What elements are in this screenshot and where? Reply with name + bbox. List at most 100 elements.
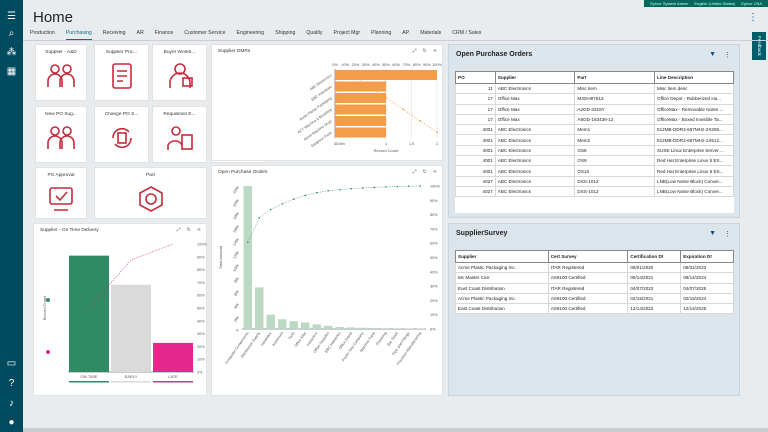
table-row[interactable]: East Coast Distribution ITAR Registered 04… bbox=[455, 282, 734, 294]
tab-purchasing[interactable]: Purchasing bbox=[65, 30, 92, 40]
share-icon[interactable]: ⋖ bbox=[432, 169, 437, 175]
expand-icon[interactable]: ⤢ bbox=[176, 227, 181, 233]
share-icon[interactable]: ⋖ bbox=[196, 227, 201, 233]
tab-production[interactable]: Production bbox=[30, 30, 55, 36]
tab-customer-service[interactable]: Customer Service bbox=[184, 30, 226, 36]
refresh-icon[interactable]: ↻ bbox=[422, 48, 427, 54]
column-header[interactable]: PO bbox=[455, 71, 496, 84]
y-tick-label: 80k bbox=[233, 276, 240, 283]
more-icon[interactable]: ⋮ bbox=[724, 231, 731, 238]
tab-project-mgr[interactable]: Project Mgr bbox=[333, 30, 361, 36]
help-icon[interactable]: ? bbox=[8, 378, 15, 389]
pareto-bar bbox=[347, 327, 356, 329]
user-avatar-icon[interactable]: ● bbox=[8, 417, 15, 428]
column-header[interactable]: Expiration Dt bbox=[680, 250, 734, 263]
table-row[interactable]: Acme Plastic Packaging Inc. AS9100 Certif… bbox=[455, 292, 734, 305]
tile-requisition-e[interactable]: Requisition E... bbox=[152, 106, 207, 163]
table-row[interactable]: 4001 ABC Electronics OS8 SUSE Linux Enterpr… bbox=[455, 144, 734, 157]
table-row[interactable]: East Coast Distribution AS9100 Certified 1… bbox=[455, 303, 734, 315]
top-tick-label: 10% bbox=[341, 63, 349, 67]
table-row[interactable]: 4001 ABC Electronics OS9 Red Hat Enterprise… bbox=[455, 155, 734, 167]
filter-icon[interactable]: ▼ bbox=[709, 51, 716, 58]
tab-engineering[interactable]: Engineering bbox=[236, 30, 265, 36]
search-icon[interactable]: ⌕ bbox=[8, 28, 15, 39]
tab-planning[interactable]: Planning bbox=[371, 30, 392, 36]
table-row[interactable]: 11 ABC Electronics Misc item Misc item desc bbox=[455, 82, 734, 95]
cumulative-line bbox=[351, 74, 438, 133]
supplier-dmrs-panel: Supplier DMRs ⤢ ↻ ⋖ 0% 10% 20% 30% 40% 50% 60% 70… bbox=[211, 44, 443, 161]
category-label: Aluminum bbox=[271, 331, 284, 347]
more-icon[interactable]: ⋮ bbox=[724, 52, 731, 59]
column-header[interactable]: Certification Dt bbox=[627, 250, 682, 263]
tile-buyer-workb[interactable]: Buyer Workb... bbox=[152, 44, 207, 101]
expand-icon[interactable]: ⤢ bbox=[412, 169, 417, 175]
table-row[interactable]: 4027 ABC Electronics DSS-1012 LNB(Low Noise… bbox=[455, 185, 734, 198]
user-name[interactable]: Epicor System Admin bbox=[650, 1, 689, 6]
cumulative-point bbox=[338, 188, 341, 191]
y-axis-title: Record Count bbox=[42, 295, 47, 321]
cumulative-point bbox=[269, 208, 272, 211]
expand-icon[interactable]: ⤢ bbox=[412, 48, 417, 54]
top-tick-label: 20% bbox=[352, 63, 360, 67]
tile-label: Change PO S... bbox=[104, 112, 139, 117]
horizontal-scrollbar[interactable] bbox=[23, 428, 768, 432]
column-header[interactable]: Supplier bbox=[455, 250, 549, 263]
tile-supplier-pric[interactable]: Supplier Pric... bbox=[94, 44, 149, 101]
cumulative-point bbox=[407, 185, 410, 188]
table-row[interactable]: 17 Office Max A8OD-183436-12 OfficeMax - Bo… bbox=[455, 113, 734, 126]
table-row[interactable]: 4001 ABC Electronics OS10 Red Hat Enterpris… bbox=[455, 165, 734, 177]
column-header[interactable]: Part bbox=[574, 71, 656, 84]
tab-receiving[interactable]: Receiving bbox=[102, 30, 126, 36]
table-cell: East Coast Distribution bbox=[455, 303, 549, 315]
notifications-icon[interactable]: ♪ bbox=[9, 398, 14, 409]
page-more-icon[interactable]: ⋮ bbox=[748, 12, 758, 23]
column-header[interactable]: Cert Survey bbox=[547, 250, 629, 263]
feedback-button[interactable]: Feedback bbox=[752, 32, 766, 60]
tile-part[interactable]: Part bbox=[94, 167, 207, 219]
tab-ar[interactable]: AR bbox=[136, 30, 144, 36]
tab-quality[interactable]: Quality bbox=[306, 30, 323, 36]
open-po-table: PO Supplier Part Line Description 11 ABC Elec… bbox=[455, 71, 734, 198]
table-row[interactable]: 4001 ABC Electronics Mem2 512MB-DDR2-667MHz… bbox=[455, 134, 734, 146]
table-cell: Mem1 bbox=[574, 124, 656, 136]
tile-new-po-sug[interactable]: New PO Sug... bbox=[35, 106, 87, 163]
approval-icon bbox=[49, 187, 73, 211]
panel-title: Open Purchase Orders bbox=[456, 51, 533, 58]
table-row[interactable]: Mc Master Carr AS9100 Certified 09/14/2021… bbox=[455, 272, 734, 284]
column-header[interactable]: Line Description bbox=[654, 71, 734, 84]
menu-icon[interactable]: ☰ bbox=[7, 11, 16, 22]
apps-icon[interactable]: ⁂ bbox=[6, 47, 17, 58]
top-tick-label: 0% bbox=[332, 63, 338, 67]
share-icon[interactable]: ⋖ bbox=[432, 48, 437, 54]
pareto-bar bbox=[266, 314, 275, 329]
refresh-icon[interactable]: ↻ bbox=[422, 169, 427, 175]
tab-ap[interactable]: AP bbox=[402, 30, 410, 36]
supplier-survey-table: Supplier Cert Survey Certification Dt Expir… bbox=[455, 250, 734, 315]
table-row[interactable]: 17 Office Max A2OD-3318Y OfficeMax - Remova… bbox=[455, 103, 734, 115]
tile-po-approval[interactable]: PO Approval bbox=[35, 167, 87, 219]
tile-change-po-s[interactable]: Change PO S... bbox=[94, 106, 149, 163]
y2-tick-label: 10% bbox=[430, 313, 438, 317]
filter-icon[interactable]: ▼ bbox=[709, 230, 716, 237]
table-row[interactable]: 17 Office Max M3OH97613 Office Depot - Rubb… bbox=[455, 93, 734, 105]
table-row[interactable]: Acme Plastic Packaging Inc. ITAR Register… bbox=[455, 261, 734, 274]
dashboard-icon[interactable]: ▦ bbox=[6, 66, 17, 77]
tab-finance[interactable]: Finance bbox=[154, 30, 174, 36]
table-cell: ABC Electronics bbox=[494, 185, 576, 198]
tile-supplier-a-d[interactable]: Supplier - A&D bbox=[35, 44, 87, 101]
language[interactable]: English (United States) bbox=[694, 1, 736, 6]
y-axis-title: Total Amount bbox=[218, 245, 223, 269]
y-tick-label: 180k bbox=[232, 211, 240, 220]
tab-crm-sales[interactable]: CRM / Sales bbox=[452, 30, 482, 36]
column-header[interactable]: Supplier bbox=[494, 71, 576, 84]
tab-materials[interactable]: Materials bbox=[420, 30, 442, 36]
table-row[interactable]: 4027 ABC Electronics DSS-1012 LNB(Low Noise… bbox=[455, 175, 734, 187]
company[interactable]: Epicor USA bbox=[741, 1, 762, 6]
tab-shipping[interactable]: Shipping bbox=[275, 30, 296, 36]
table-cell: 12/14/2025 bbox=[680, 303, 734, 315]
table-cell: 4001 bbox=[455, 134, 496, 146]
chat-icon[interactable]: ▭ bbox=[6, 358, 17, 369]
table-row[interactable]: 4001 ABC Electronics Mem1 512MB-DDR2-667MHz… bbox=[455, 124, 734, 136]
table-cell: 06/01/2023 bbox=[680, 261, 734, 274]
refresh-icon[interactable]: ↻ bbox=[186, 227, 191, 233]
